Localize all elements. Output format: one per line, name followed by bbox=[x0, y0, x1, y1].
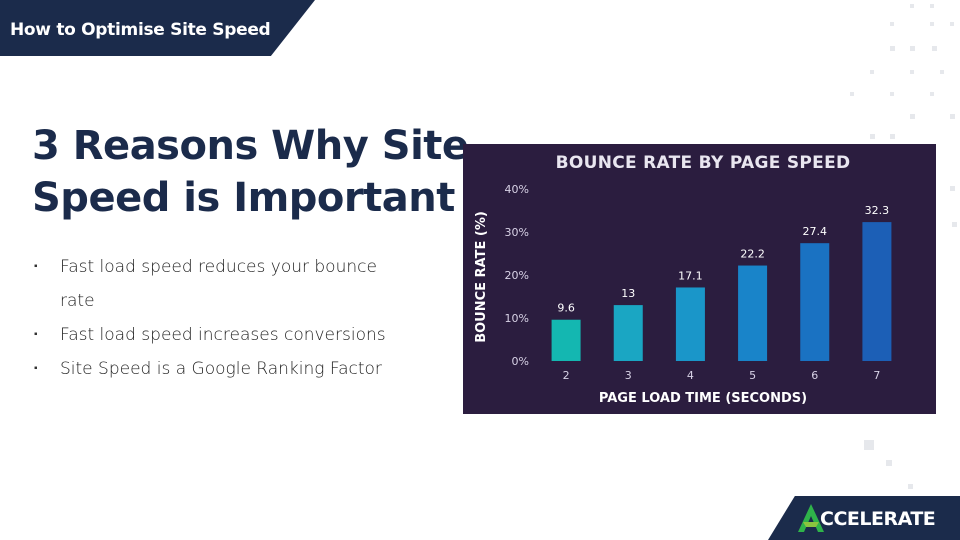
slide-title: 3 Reasons Why Site Speed is Important bbox=[32, 120, 472, 224]
bullet-item: ▪ Fast load speed increases conversions bbox=[34, 318, 414, 352]
x-axis-label: PAGE LOAD TIME (SECONDS) bbox=[599, 391, 807, 406]
y-tick-label: 30% bbox=[505, 226, 529, 239]
y-tick-label: 20% bbox=[505, 269, 529, 282]
bullet-text: Fast load speed increases conversions bbox=[60, 325, 386, 345]
bar-value-label: 27.4 bbox=[803, 225, 828, 238]
decorative-dots bbox=[820, 0, 960, 500]
bar-value-label: 22.2 bbox=[740, 248, 765, 261]
bar-value-label: 9.6 bbox=[557, 302, 575, 315]
bullet-text: Site Speed is a Google Ranking Factor bbox=[60, 359, 382, 379]
chart-title: BOUNCE RATE BY PAGE SPEED bbox=[556, 153, 851, 173]
x-tick-label: 5 bbox=[749, 369, 756, 382]
bullet-item: ▪ Fast load speed reduces your bounce ra… bbox=[34, 250, 414, 318]
bar-value-label: 13 bbox=[621, 287, 635, 300]
x-tick-label: 7 bbox=[873, 369, 880, 382]
x-tick-label: 4 bbox=[687, 369, 694, 382]
slide-title-line-2: Speed is Important bbox=[32, 175, 455, 221]
y-tick-label: 0% bbox=[512, 355, 529, 368]
chart-bar bbox=[551, 319, 581, 361]
y-tick-label: 10% bbox=[505, 312, 529, 325]
chart-bar bbox=[862, 222, 892, 361]
chart-bar bbox=[613, 305, 643, 361]
y-axis-label: BOUNCE RATE (%) bbox=[474, 211, 489, 343]
bullet-list: ▪ Fast load speed reduces your bounce ra… bbox=[34, 250, 414, 386]
bar-value-label: 17.1 bbox=[678, 269, 703, 282]
x-tick-label: 3 bbox=[625, 369, 632, 382]
accelerate-a-icon bbox=[798, 504, 824, 532]
header-banner bbox=[0, 0, 315, 56]
chart-bar bbox=[675, 287, 705, 361]
bullet-item: ▪ Site Speed is a Google Ranking Factor bbox=[34, 352, 414, 386]
bullet-text: Fast load speed reduces your bounce bbox=[60, 257, 377, 277]
chart-canvas: BOUNCE RATE BY PAGE SPEED PAGE LOAD TIME… bbox=[474, 153, 892, 406]
logo-text: CCELERATE bbox=[820, 508, 936, 530]
slide-title-line-1: 3 Reasons Why Site bbox=[32, 123, 469, 169]
x-tick-label: 6 bbox=[811, 369, 818, 382]
header-title: How to Optimise Site Speed bbox=[10, 20, 271, 40]
y-tick-label: 40% bbox=[505, 183, 529, 196]
x-tick-label: 2 bbox=[563, 369, 570, 382]
chart-bar bbox=[738, 265, 768, 361]
logo-banner: CCELERATE bbox=[768, 496, 960, 540]
bullet-marker: ▪ bbox=[34, 363, 38, 374]
bullet-text-continued: rate bbox=[60, 291, 95, 311]
bullet-marker: ▪ bbox=[34, 329, 38, 340]
chart-marks: 0% 10% 20% 30% 40% 9.6 2 13 3 17.1 4 22.2 5 27.4 6 32.3… bbox=[505, 183, 892, 382]
bullet-marker: ▪ bbox=[34, 261, 38, 272]
chart-bar bbox=[800, 243, 830, 361]
bounce-rate-chart: BOUNCE RATE BY PAGE SPEED PAGE LOAD TIME… bbox=[463, 144, 936, 414]
bar-value-label: 32.3 bbox=[865, 204, 890, 217]
